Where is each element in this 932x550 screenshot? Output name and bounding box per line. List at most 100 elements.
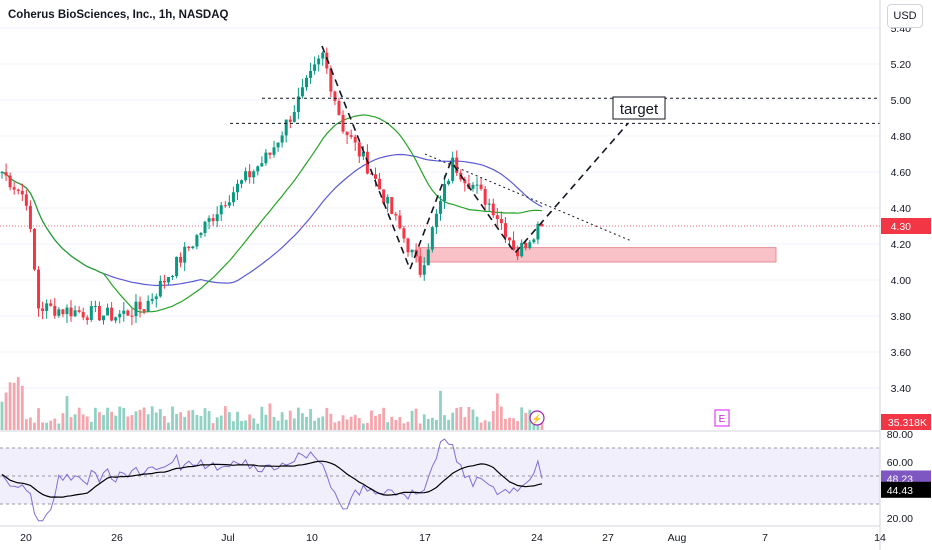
- candle-body: [146, 300, 150, 312]
- candle-body: [203, 221, 207, 233]
- volume-bar: [463, 417, 467, 430]
- time-tick-label: 10: [306, 532, 318, 544]
- candle-body: [272, 147, 276, 155]
- volume-bar: [414, 408, 418, 430]
- volume-bar: [150, 406, 154, 430]
- volume-bar: [81, 414, 85, 430]
- volume-bar: [309, 409, 312, 430]
- candle-body: [479, 184, 483, 189]
- candle-body: [57, 309, 61, 316]
- volume-bar: [175, 414, 178, 430]
- volume-bar: [118, 406, 122, 430]
- candle-body: [179, 256, 183, 263]
- volume-bar: [410, 410, 414, 430]
- candle-body: [333, 91, 337, 102]
- candle-body: [122, 310, 126, 314]
- candle-body: [118, 313, 122, 318]
- candle-body: [451, 157, 455, 181]
- candle-body: [447, 180, 451, 185]
- volume-bar: [345, 419, 349, 430]
- candle-body: [97, 306, 101, 321]
- candle-body: [406, 238, 410, 253]
- volume-bar: [8, 382, 12, 430]
- price-tick-label: 3.60: [891, 347, 912, 359]
- volume-bar: [390, 416, 394, 430]
- candle-body: [329, 68, 333, 92]
- volume-bar: [426, 418, 430, 430]
- volume-bar: [16, 377, 20, 430]
- candle-body: [284, 119, 288, 136]
- candle-body: [337, 101, 341, 115]
- volume-bar: [337, 421, 341, 430]
- candle-body: [300, 87, 304, 97]
- volume-bar: [12, 382, 16, 430]
- candle-body: [394, 213, 398, 216]
- candle-body: [16, 189, 20, 191]
- volume-bar: [232, 421, 235, 430]
- time-tick-label: Aug: [668, 532, 687, 544]
- volume-bar: [313, 420, 317, 430]
- time-tick-label: 26: [111, 532, 123, 544]
- volume-bar: [483, 420, 487, 430]
- axes: 5.405.205.004.804.604.404.204.003.803.60…: [20, 0, 931, 550]
- candle-body: [503, 223, 507, 238]
- candle-body: [426, 249, 430, 266]
- candle-body: [374, 174, 378, 179]
- candle-body: [61, 309, 65, 315]
- candle-body: [516, 249, 520, 257]
- volume-bar: [418, 423, 422, 430]
- volume-bar: [29, 417, 32, 430]
- candle-body: [191, 246, 195, 249]
- volume-bar: [455, 408, 459, 430]
- candle-body: [235, 183, 239, 193]
- volume-bar: [179, 412, 183, 430]
- volume-bar: [512, 418, 515, 430]
- candle-body: [85, 317, 89, 320]
- chart-title: Coherus BioSciences, Inc., 1h, NASDAQ: [8, 9, 229, 21]
- rsi-tick-label: 60.00: [887, 457, 913, 469]
- candle-body: [438, 200, 442, 214]
- volume-bar: [130, 415, 134, 430]
- price-tick-label: 5.20: [891, 59, 912, 71]
- candle-body: [398, 215, 402, 229]
- volume-bar: [264, 414, 268, 430]
- candle-body: [183, 246, 187, 263]
- volume-bar: [280, 412, 284, 430]
- volume-bar: [171, 406, 174, 430]
- candle-body: [4, 172, 8, 176]
- candle-body: [280, 135, 284, 143]
- currency-button[interactable]: USD: [887, 4, 923, 28]
- candle-body: [382, 189, 386, 204]
- candle-body: [487, 203, 491, 205]
- candle-body: [508, 237, 511, 241]
- price-tick-label: 4.00: [891, 275, 912, 287]
- candle-body: [260, 163, 264, 167]
- candle-body: [386, 197, 390, 204]
- volume-bar: [499, 406, 503, 430]
- time-tick-label: 27: [602, 532, 614, 544]
- candle-body: [166, 277, 170, 283]
- candle-body: [430, 227, 434, 250]
- candle-body: [32, 228, 36, 270]
- volume-bar: [366, 422, 369, 430]
- volume-bar: [288, 410, 292, 430]
- projection-path: [321, 45, 629, 272]
- volume-bar: [138, 409, 142, 430]
- candle-body: [369, 173, 373, 175]
- volume-bar: [57, 423, 61, 430]
- volume-bar: [77, 407, 81, 430]
- volume-bar: [256, 423, 260, 430]
- volume-bar: [24, 419, 28, 430]
- volume-bar: [435, 419, 438, 430]
- volume-bar: [0, 401, 4, 430]
- candle-body: [520, 242, 524, 257]
- volume-bar: [244, 420, 247, 430]
- flash-marker-icon: ⚡: [531, 413, 542, 425]
- volume-bar: [207, 411, 211, 430]
- candle-body: [418, 256, 422, 275]
- rsi-line: [1, 438, 543, 522]
- volume-bar: [199, 416, 203, 430]
- volume-bar: [45, 422, 49, 430]
- volume-bar: [296, 407, 300, 430]
- candle-body: [231, 192, 235, 203]
